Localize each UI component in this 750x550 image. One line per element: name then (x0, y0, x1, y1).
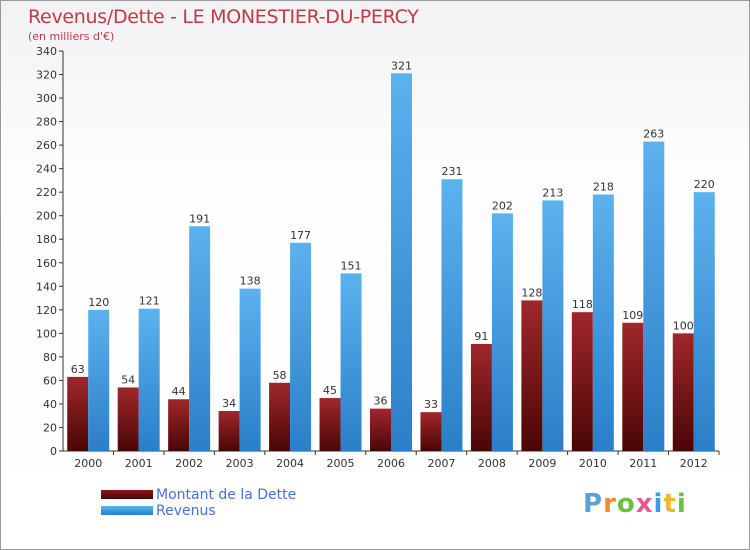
logo-letter: x (635, 489, 654, 519)
bar-dette (269, 382, 291, 451)
y-tick-label: 40 (43, 398, 57, 411)
bar-revenus (542, 200, 564, 451)
y-tick-label: 260 (36, 139, 57, 152)
x-tick-label: 2000 (74, 457, 102, 470)
logo-letter: P (583, 489, 604, 519)
data-label: 91 (474, 330, 488, 343)
legend-swatch-debt (101, 490, 153, 499)
data-label: 321 (391, 59, 412, 72)
data-label: 54 (121, 373, 135, 386)
x-tick-label: 2005 (327, 457, 355, 470)
x-tick-label: 2006 (377, 457, 405, 470)
y-tick-label: 80 (43, 351, 57, 364)
data-label: 58 (273, 369, 287, 382)
x-tick-label: 2009 (528, 457, 556, 470)
bar-revenus (693, 192, 715, 452)
bar-dette (672, 333, 694, 451)
y-tick-label: 240 (36, 163, 57, 176)
bar-dette (218, 411, 240, 451)
bar-revenus (391, 73, 412, 452)
data-label: 63 (71, 363, 85, 376)
bar-dette (622, 322, 644, 451)
bar-dette (370, 408, 391, 451)
data-label: 44 (172, 385, 186, 398)
bar-dette (319, 398, 341, 451)
x-tick-label: 2004 (276, 457, 304, 470)
data-label: 177 (290, 229, 311, 242)
data-label: 109 (622, 309, 643, 322)
chart-title: Revenus/Dette - LE MONESTIER-DU-PERCY (28, 6, 419, 28)
bar-dette (168, 399, 190, 451)
bar-dette (420, 412, 442, 451)
bar-revenus (239, 288, 261, 451)
data-label: 100 (673, 319, 694, 332)
data-label: 33 (424, 398, 438, 411)
bar-dette (67, 376, 89, 451)
y-tick-label: 100 (36, 327, 57, 340)
y-tick-label: 160 (36, 257, 57, 270)
legend-swatch-revenus (101, 506, 153, 515)
x-tick-label: 2010 (579, 457, 607, 470)
legend-label-revenus: Revenus (156, 503, 216, 519)
y-tick-label: 0 (50, 445, 57, 458)
x-tick-label: 2012 (680, 457, 708, 470)
bar-revenus (441, 179, 463, 451)
bar-revenus (491, 213, 513, 451)
x-tick-label: 2003 (226, 457, 254, 470)
x-tick-label: 2011 (629, 457, 657, 470)
y-tick-label: 280 (36, 116, 57, 129)
bar-revenus (290, 242, 312, 451)
y-tick-label: 340 (36, 45, 57, 58)
bar-revenus (340, 273, 362, 451)
data-label: 138 (240, 275, 261, 288)
x-tick-label: 2002 (175, 457, 203, 470)
logo-letter: i (676, 489, 687, 519)
data-label: 118 (572, 298, 593, 311)
x-tick-label: 2008 (478, 457, 506, 470)
y-tick-label: 220 (36, 186, 57, 199)
x-tick-label: 2007 (427, 457, 455, 470)
bar-revenus (138, 308, 160, 451)
data-label: 231 (441, 165, 462, 178)
data-label: 121 (139, 295, 160, 308)
data-label: 151 (341, 259, 362, 272)
y-tick-label: 120 (36, 304, 57, 317)
proxiti-logo: Proxiti (583, 489, 687, 519)
data-label: 128 (521, 286, 542, 299)
logo-letter: r (603, 489, 617, 519)
logo-letter: i (653, 489, 664, 519)
y-tick-label: 140 (36, 280, 57, 293)
bar-revenus (88, 309, 110, 451)
bar-dette (571, 312, 593, 451)
data-label: 202 (492, 199, 513, 212)
y-tick-label: 20 (43, 421, 57, 434)
bar-revenus (592, 194, 614, 451)
y-tick-label: 60 (43, 374, 57, 387)
y-tick-label: 300 (36, 92, 57, 105)
bar-dette (521, 300, 543, 451)
x-tick-label: 2001 (125, 457, 153, 470)
data-label: 263 (643, 128, 664, 141)
data-label: 218 (593, 181, 614, 194)
data-label: 191 (189, 212, 210, 225)
y-tick-label: 180 (36, 233, 57, 246)
data-label: 120 (88, 296, 109, 309)
logo-letter: t (663, 489, 677, 519)
bar-revenus (189, 226, 211, 451)
bar-dette (117, 387, 139, 451)
data-label: 45 (323, 384, 337, 397)
data-label: 34 (222, 397, 236, 410)
y-tick-label: 200 (36, 210, 57, 223)
legend-label-debt: Montant de la Dette (156, 487, 297, 503)
data-label: 213 (542, 186, 563, 199)
bar-dette (470, 343, 492, 451)
bar-revenus (643, 141, 665, 451)
data-label: 36 (374, 395, 388, 408)
y-tick-label: 320 (36, 69, 57, 82)
chart-subtitle: (en milliers d'€) (28, 30, 115, 43)
data-label: 220 (694, 178, 715, 191)
logo-letter: o (616, 489, 636, 519)
